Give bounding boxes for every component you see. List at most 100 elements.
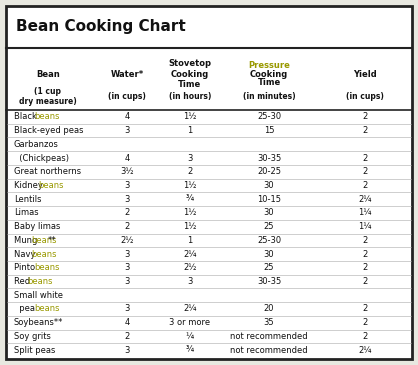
Text: 30-35: 30-35 xyxy=(257,154,281,162)
Text: Lentils: Lentils xyxy=(14,195,41,204)
Text: not recommended: not recommended xyxy=(230,346,308,355)
Text: 2: 2 xyxy=(125,208,130,218)
Text: Water*: Water* xyxy=(110,70,144,78)
Text: Bean Cooking Chart: Bean Cooking Chart xyxy=(16,19,186,35)
Text: 2: 2 xyxy=(362,263,367,272)
Text: 20-25: 20-25 xyxy=(257,167,281,176)
Text: beans: beans xyxy=(31,250,56,258)
Text: 30: 30 xyxy=(264,250,274,258)
Text: Bean: Bean xyxy=(36,70,60,78)
Text: 2: 2 xyxy=(362,318,367,327)
Text: Pressure: Pressure xyxy=(248,61,290,70)
Text: 15: 15 xyxy=(264,126,274,135)
Text: 1½: 1½ xyxy=(184,208,197,218)
Text: Soy grits: Soy grits xyxy=(14,332,51,341)
Text: beans: beans xyxy=(34,112,60,121)
Text: 2: 2 xyxy=(187,167,193,176)
Text: 25-30: 25-30 xyxy=(257,112,281,121)
Text: (in cups): (in cups) xyxy=(108,92,146,101)
Text: Great northerns: Great northerns xyxy=(14,167,81,176)
Text: Limas: Limas xyxy=(14,208,38,218)
Text: Kidney: Kidney xyxy=(14,181,46,190)
Text: 30-35: 30-35 xyxy=(257,277,281,286)
Text: 2: 2 xyxy=(125,222,130,231)
Text: beans: beans xyxy=(28,277,53,286)
Text: 2¼: 2¼ xyxy=(358,195,372,204)
Text: Soybeans**: Soybeans** xyxy=(14,318,64,327)
Text: 2: 2 xyxy=(362,181,367,190)
Text: 2: 2 xyxy=(362,167,367,176)
Text: 3½: 3½ xyxy=(120,167,134,176)
Text: 20: 20 xyxy=(264,304,274,314)
Text: 4: 4 xyxy=(125,318,130,327)
Text: 1: 1 xyxy=(187,236,193,245)
Text: 3: 3 xyxy=(124,263,130,272)
Text: ¼: ¼ xyxy=(186,332,194,341)
Text: 2: 2 xyxy=(362,250,367,258)
Text: 2: 2 xyxy=(362,277,367,286)
Text: (in minutes): (in minutes) xyxy=(243,92,295,101)
Text: 3 or more: 3 or more xyxy=(169,318,211,327)
Text: (in cups): (in cups) xyxy=(346,92,384,101)
Text: 1: 1 xyxy=(187,126,193,135)
Text: (1 cup
dry measure): (1 cup dry measure) xyxy=(19,87,77,106)
Text: 25: 25 xyxy=(264,222,274,231)
Text: 4: 4 xyxy=(125,112,130,121)
Text: 30: 30 xyxy=(264,208,274,218)
Text: 25: 25 xyxy=(264,263,274,272)
Text: 1½: 1½ xyxy=(184,112,197,121)
Text: 30: 30 xyxy=(264,181,274,190)
Text: Stovetop
Cooking
Time: Stovetop Cooking Time xyxy=(168,59,212,89)
Text: 3: 3 xyxy=(124,250,130,258)
Text: pea: pea xyxy=(14,304,38,314)
Text: Red: Red xyxy=(14,277,33,286)
Text: Yield: Yield xyxy=(353,70,377,78)
Text: 3: 3 xyxy=(124,304,130,314)
Text: beans: beans xyxy=(34,263,60,272)
Text: 3: 3 xyxy=(187,154,193,162)
Text: Mung: Mung xyxy=(14,236,40,245)
Text: Cooking: Cooking xyxy=(250,70,288,78)
Text: 1½: 1½ xyxy=(184,222,197,231)
Text: 2¼: 2¼ xyxy=(358,346,372,355)
Text: 2: 2 xyxy=(362,332,367,341)
Text: 3: 3 xyxy=(124,195,130,204)
Text: Black-eyed peas: Black-eyed peas xyxy=(14,126,84,135)
Text: 2: 2 xyxy=(362,236,367,245)
Text: 35: 35 xyxy=(264,318,274,327)
Text: Time: Time xyxy=(257,78,280,87)
Text: 2: 2 xyxy=(362,112,367,121)
Text: ¾: ¾ xyxy=(186,346,194,355)
Text: 3: 3 xyxy=(187,277,193,286)
Text: Black: Black xyxy=(14,112,39,121)
Text: 1¼: 1¼ xyxy=(358,222,372,231)
Text: 2: 2 xyxy=(362,154,367,162)
Text: Baby limas: Baby limas xyxy=(14,222,60,231)
Text: 2: 2 xyxy=(362,126,367,135)
Text: not recommended: not recommended xyxy=(230,332,308,341)
Text: 1½: 1½ xyxy=(184,181,197,190)
Text: Pinto: Pinto xyxy=(14,263,38,272)
Text: 1¼: 1¼ xyxy=(358,208,372,218)
Text: 2½: 2½ xyxy=(120,236,134,245)
Text: 25-30: 25-30 xyxy=(257,236,281,245)
Text: 4: 4 xyxy=(125,154,130,162)
Text: 2: 2 xyxy=(125,332,130,341)
Text: 3: 3 xyxy=(124,181,130,190)
Text: 2¼: 2¼ xyxy=(183,250,197,258)
Text: beans: beans xyxy=(31,236,56,245)
Text: (in hours): (in hours) xyxy=(169,92,211,101)
Text: (Chickpeas): (Chickpeas) xyxy=(14,154,69,162)
Text: 2½: 2½ xyxy=(184,263,197,272)
Text: **: ** xyxy=(48,236,56,245)
Text: 2¼: 2¼ xyxy=(183,304,197,314)
Text: Garbanzos: Garbanzos xyxy=(14,140,59,149)
Text: Small white: Small white xyxy=(14,291,63,300)
Text: beans: beans xyxy=(38,181,63,190)
Text: beans: beans xyxy=(34,304,60,314)
Text: 3: 3 xyxy=(124,277,130,286)
Text: Split peas: Split peas xyxy=(14,346,55,355)
Text: Navy: Navy xyxy=(14,250,38,258)
Text: 2: 2 xyxy=(362,304,367,314)
Text: ¾: ¾ xyxy=(186,195,194,204)
